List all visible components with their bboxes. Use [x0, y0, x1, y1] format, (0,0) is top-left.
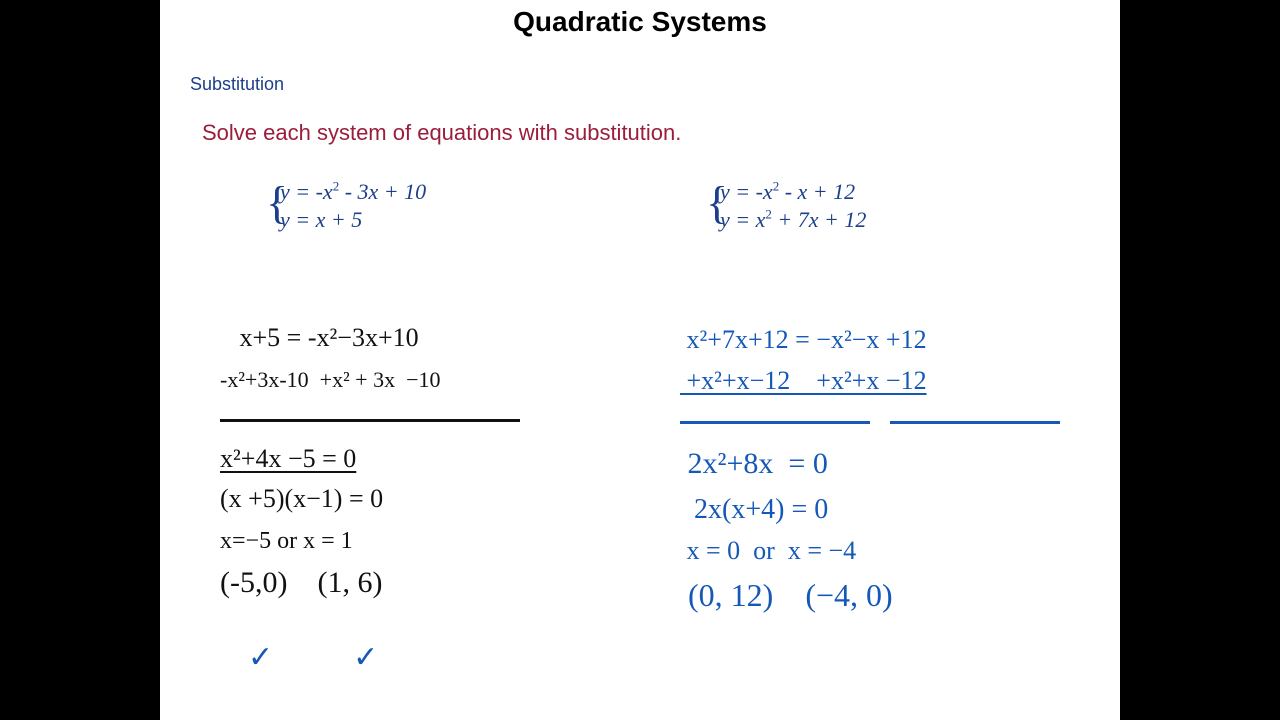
page-title: Quadratic Systems: [160, 6, 1120, 38]
brace-icon: {: [266, 174, 288, 232]
work-a-line1: x+5 = -x²−3x+10: [220, 323, 419, 352]
system-b: { y = -x2 - x + 12 y = x2 + 7x + 12: [720, 178, 866, 233]
system-a-eq1: y = -x2 - 3x + 10: [280, 178, 426, 206]
work-a-line6: (-5,0) (1, 6): [220, 566, 382, 599]
instruction-text: Solve each system of equations with subs…: [202, 120, 681, 146]
work-b-rules: [680, 406, 1060, 435]
brace-icon: {: [706, 174, 728, 232]
work-b-line5: x = 0 or x = −4: [680, 536, 856, 565]
work-a-line5: x=−5 or x = 1: [220, 528, 353, 554]
system-a-eq2: y = x + 5: [280, 206, 426, 234]
work-a-line3: x²+4x −5 = 0: [220, 444, 356, 473]
work-b-line4: 2x(x+4) = 0: [680, 494, 828, 525]
work-a-rule: [220, 419, 520, 422]
system-b-eq1: y = -x2 - x + 12: [720, 178, 866, 206]
work-b-line3: 2x²+8x = 0: [680, 447, 828, 480]
whiteboard-page: Quadratic Systems Substitution Solve eac…: [160, 0, 1120, 720]
work-a: x+5 = -x²−3x+10 -x²+3x-10 +x² + 3x −10 x…: [220, 278, 520, 647]
work-b: x²+7x+12 = −x²−x +12 +x²+x−12 +x²+x −12 …: [680, 280, 1060, 661]
work-b-line1: x²+7x+12 = −x²−x +12: [680, 325, 927, 354]
work-a-line2: -x²+3x-10 +x² + 3x −10: [220, 367, 440, 392]
check-marks: ✓✓: [248, 640, 458, 675]
work-b-line6: (0, 12) (−4, 0): [680, 577, 893, 613]
system-a: { y = -x2 - 3x + 10 y = x + 5: [280, 178, 426, 233]
system-b-eq2: y = x2 + 7x + 12: [720, 206, 866, 234]
work-a-line4: (x +5)(x−1) = 0: [220, 484, 383, 513]
section-subtitle: Substitution: [190, 74, 284, 95]
work-b-line2: +x²+x−12 +x²+x −12: [680, 366, 927, 395]
